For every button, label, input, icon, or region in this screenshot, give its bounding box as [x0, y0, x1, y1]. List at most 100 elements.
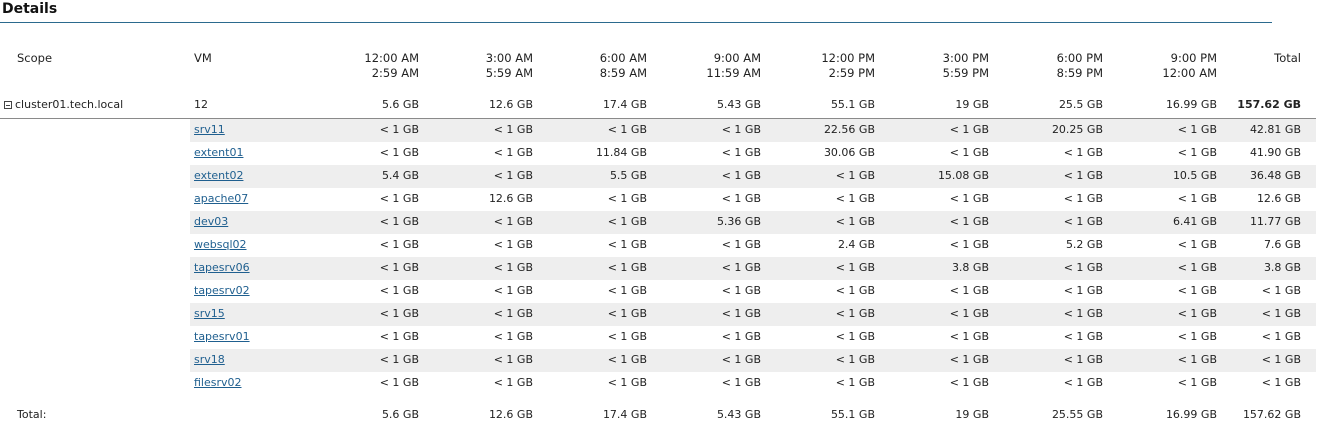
row-band — [190, 119, 1316, 142]
vm-link[interactable]: dev03 — [194, 215, 229, 228]
period-value: < 1 GB — [1177, 192, 1217, 205]
period-value: < 1 GB — [835, 261, 875, 274]
period-value: < 1 GB — [1177, 238, 1217, 251]
vm-link[interactable]: tapesrv01 — [194, 330, 250, 343]
row-total: < 1 GB — [1261, 307, 1301, 320]
period-value: 2.4 GB — [837, 238, 875, 251]
row-total: < 1 GB — [1261, 330, 1301, 343]
vm-link[interactable]: tapesrv02 — [194, 284, 250, 297]
time-column-header: 12:00 PM 2:59 PM — [765, 51, 875, 81]
row-total: < 1 GB — [1261, 353, 1301, 366]
vm-link[interactable]: apache07 — [194, 192, 249, 205]
period-value: < 1 GB — [1063, 307, 1103, 320]
vm-link[interactable]: tapesrv06 — [194, 261, 250, 274]
row-total: 3.8 GB — [1263, 261, 1301, 274]
period-total: 25.55 GB — [1051, 408, 1103, 421]
period-value: < 1 GB — [607, 330, 647, 343]
scope-period-value: 12.6 GB — [488, 98, 533, 111]
table-row: dev03 < 1 GB < 1 GB < 1 GB 5.36 GB < 1 GB < 1 … — [0, 211, 1318, 234]
time-column-header: 3:00 AM 5:59 AM — [423, 51, 533, 81]
row-total: < 1 GB — [1261, 376, 1301, 389]
period-value: < 1 GB — [1063, 353, 1103, 366]
row-total: 11.77 GB — [1249, 215, 1301, 228]
period-value: 22.56 GB — [823, 123, 875, 136]
period-value: < 1 GB — [379, 146, 419, 159]
collapse-icon[interactable] — [4, 101, 12, 109]
scope-vm-count: 12 — [194, 98, 208, 111]
period-value: < 1 GB — [607, 238, 647, 251]
period-value: < 1 GB — [379, 261, 419, 274]
period-value: < 1 GB — [1177, 353, 1217, 366]
period-value: < 1 GB — [493, 353, 533, 366]
period-value: < 1 GB — [607, 376, 647, 389]
section-title: Details — [2, 1, 58, 17]
period-value: < 1 GB — [1063, 192, 1103, 205]
period-value: < 1 GB — [835, 169, 875, 182]
scope-period-value: 5.6 GB — [381, 98, 419, 111]
period-value: < 1 GB — [721, 192, 761, 205]
period-value: 30.06 GB — [823, 146, 875, 159]
period-value: < 1 GB — [493, 307, 533, 320]
period-value: 12.6 GB — [488, 192, 533, 205]
period-value: 3.8 GB — [951, 261, 989, 274]
period-value: < 1 GB — [1177, 261, 1217, 274]
grand-total: 157.62 GB — [1242, 408, 1301, 421]
row-total: 36.48 GB — [1249, 169, 1301, 182]
period-value: < 1 GB — [1177, 146, 1217, 159]
period-value: < 1 GB — [493, 123, 533, 136]
period-value: < 1 GB — [721, 330, 761, 343]
period-value: < 1 GB — [835, 330, 875, 343]
table-row: tapesrv01 < 1 GB < 1 GB < 1 GB < 1 GB < 1 GB <… — [0, 326, 1318, 349]
time-range-start: 6:00 PM — [1056, 51, 1103, 65]
vm-column-header: VM — [194, 51, 212, 65]
vm-link[interactable]: extent02 — [194, 169, 244, 182]
row-total: 42.81 GB — [1249, 123, 1301, 136]
period-value: < 1 GB — [949, 307, 989, 320]
row-total: 41.90 GB — [1249, 146, 1301, 159]
scope-period-value: 16.99 GB — [1165, 98, 1217, 111]
time-range-start: 9:00 AM — [713, 51, 761, 65]
totals-label: Total: — [17, 408, 47, 421]
time-column-header: 9:00 AM 11:59 AM — [651, 51, 761, 81]
vm-link[interactable]: srv18 — [194, 353, 225, 366]
row-band — [190, 349, 1316, 372]
period-value: 5.5 GB — [609, 169, 647, 182]
title-divider — [0, 22, 1272, 23]
time-column-header: 3:00 PM 5:59 PM — [879, 51, 989, 81]
period-value: < 1 GB — [379, 123, 419, 136]
period-value: < 1 GB — [1063, 284, 1103, 297]
period-total: 5.43 GB — [716, 408, 761, 421]
period-value: < 1 GB — [607, 192, 647, 205]
vm-link[interactable]: srv15 — [194, 307, 225, 320]
vm-link[interactable]: websql02 — [194, 238, 247, 251]
table-row: extent02 5.4 GB < 1 GB 5.5 GB < 1 GB < 1 GB 15… — [0, 165, 1318, 188]
period-value: < 1 GB — [607, 353, 647, 366]
period-total: 12.6 GB — [488, 408, 533, 421]
period-value: < 1 GB — [1177, 307, 1217, 320]
vm-link[interactable]: extent01 — [194, 146, 244, 159]
period-value: < 1 GB — [379, 330, 419, 343]
period-value: 5.2 GB — [1065, 238, 1103, 251]
period-value: < 1 GB — [493, 261, 533, 274]
scope-period-value: 55.1 GB — [830, 98, 875, 111]
period-value: 6.41 GB — [1172, 215, 1217, 228]
time-column-header: 6:00 AM 8:59 AM — [537, 51, 647, 81]
table-row: srv18 < 1 GB < 1 GB < 1 GB < 1 GB < 1 GB < 1 G… — [0, 349, 1318, 372]
vm-link[interactable]: filesrv02 — [194, 376, 242, 389]
period-value: < 1 GB — [607, 123, 647, 136]
period-value: < 1 GB — [379, 192, 419, 205]
period-value: < 1 GB — [493, 284, 533, 297]
time-range-end: 2:59 AM — [371, 66, 419, 80]
period-value: < 1 GB — [607, 215, 647, 228]
vm-link[interactable]: srv11 — [194, 123, 225, 136]
table-row: apache07 < 1 GB 12.6 GB < 1 GB < 1 GB < 1 GB <… — [0, 188, 1318, 211]
period-value: < 1 GB — [1063, 376, 1103, 389]
table-row: srv15 < 1 GB < 1 GB < 1 GB < 1 GB < 1 GB < 1 G… — [0, 303, 1318, 326]
period-value: 5.4 GB — [381, 169, 419, 182]
period-total: 17.4 GB — [602, 408, 647, 421]
period-value: < 1 GB — [949, 284, 989, 297]
time-range-end: 12:00 AM — [1162, 66, 1217, 80]
period-value: < 1 GB — [607, 307, 647, 320]
period-value: < 1 GB — [493, 376, 533, 389]
period-value: < 1 GB — [1063, 146, 1103, 159]
